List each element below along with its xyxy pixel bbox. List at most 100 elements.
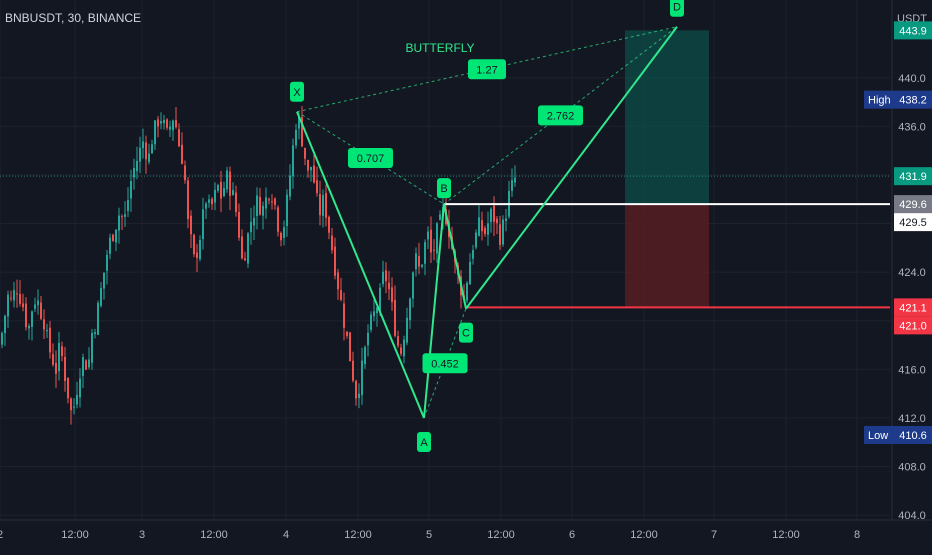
candle-body xyxy=(331,235,333,251)
candle-body xyxy=(73,406,75,408)
candle-body xyxy=(469,261,471,285)
candle-body xyxy=(67,377,69,399)
candle-body xyxy=(364,347,366,365)
candle-body xyxy=(106,254,108,271)
candle-body xyxy=(385,270,387,282)
candle-body xyxy=(289,175,291,197)
candle-body xyxy=(178,129,180,147)
candle-body xyxy=(151,144,153,154)
low-tag-value: 410.6 xyxy=(899,430,927,442)
candle-body xyxy=(343,303,345,328)
candle-body xyxy=(286,194,288,226)
candle-body xyxy=(115,229,117,243)
pattern-labels[interactable]: X A B C D 0.707 0.452 1.27 2.762 xyxy=(290,0,684,452)
ratio-badge[interactable] xyxy=(348,147,393,168)
price-tick: 408.0 xyxy=(898,462,926,474)
candle-body xyxy=(472,250,474,259)
candle-body xyxy=(229,171,231,196)
high-tag-bg xyxy=(864,90,932,109)
candle-body xyxy=(439,214,441,220)
candle-body xyxy=(136,160,138,172)
candle-body xyxy=(490,208,492,222)
candle-body xyxy=(511,180,513,191)
candle-body xyxy=(412,272,414,299)
candle-body xyxy=(346,331,348,336)
candle-body xyxy=(298,116,300,129)
price-levels xyxy=(0,175,890,309)
profit-zone[interactable] xyxy=(625,30,709,205)
candle-body xyxy=(13,290,15,301)
candle-body xyxy=(400,347,402,354)
candle-body xyxy=(7,294,9,317)
candle-body xyxy=(64,356,66,381)
position-box[interactable] xyxy=(625,30,709,308)
candle-body xyxy=(28,325,30,329)
time-tick: 5 xyxy=(426,529,432,541)
low-tag-bg xyxy=(864,425,932,444)
point-badge-A[interactable] xyxy=(417,431,431,452)
point-badge-C[interactable] xyxy=(459,322,473,343)
candle-body xyxy=(265,197,267,209)
ratio-badge[interactable] xyxy=(538,105,583,126)
candle-body xyxy=(340,290,342,300)
pattern-leg-XA[interactable] xyxy=(296,111,425,419)
candle-body xyxy=(52,354,54,365)
candle-body xyxy=(481,220,483,232)
candle-body xyxy=(430,229,432,253)
candle-body xyxy=(421,264,423,267)
loss-zone[interactable] xyxy=(625,204,709,308)
candle-body xyxy=(328,216,330,233)
pattern-leg-AB[interactable] xyxy=(423,204,445,419)
point-badge-B[interactable] xyxy=(437,178,451,199)
candle-body xyxy=(184,165,186,181)
candle-body xyxy=(4,315,6,334)
candle-body xyxy=(247,233,249,264)
pattern-leg-BC[interactable] xyxy=(443,203,467,309)
candle-body xyxy=(43,319,45,330)
price-axis[interactable]: USDT440.0436.0432.0428.0424.0420.0416.04… xyxy=(864,0,932,550)
ratio-label: 1.27 xyxy=(476,64,497,76)
candle-body xyxy=(226,170,228,190)
price-tick: 404.0 xyxy=(898,510,926,522)
point-badge-X[interactable] xyxy=(290,81,304,102)
candle-body xyxy=(193,234,195,255)
symbol-title[interactable]: BNBUSDT, 30, BINANCE xyxy=(5,11,141,25)
entry2-price-tag: 429.5 xyxy=(899,217,927,229)
time-axis[interactable]: 2 12:00 3 12:00 4 12:00 5 12:00 6 12:00 7 12:00 8 xyxy=(0,519,932,550)
point-label-X: X xyxy=(293,87,301,99)
point-label-C: C xyxy=(462,328,470,340)
candle-body xyxy=(85,360,87,370)
candle-body xyxy=(301,117,303,147)
candle-body xyxy=(238,211,240,238)
candle-body xyxy=(262,205,264,216)
candle-body xyxy=(313,165,315,183)
time-tick: 12:00 xyxy=(630,529,658,541)
candle-body xyxy=(124,214,126,217)
candle-body xyxy=(244,258,246,261)
candle-body xyxy=(22,303,24,308)
candle-body xyxy=(82,357,84,376)
pattern-leg-CD[interactable] xyxy=(465,26,678,310)
butterfly-pattern[interactable] xyxy=(296,26,678,419)
candle-body xyxy=(202,209,204,240)
candle-body xyxy=(154,120,156,145)
candle-body xyxy=(139,147,141,162)
candle-body xyxy=(148,153,150,162)
candle-body xyxy=(214,189,216,203)
price-tick: 436.0 xyxy=(898,121,926,133)
point-badge-D[interactable] xyxy=(670,0,684,17)
candle-body xyxy=(61,346,63,357)
candle-body xyxy=(79,378,81,398)
candle-body xyxy=(109,237,111,254)
candle-body xyxy=(256,195,258,217)
ratio-label: 2.762 xyxy=(547,110,575,122)
candle-body xyxy=(496,218,498,224)
ratio-badge[interactable] xyxy=(422,353,468,374)
candle-body xyxy=(433,249,435,251)
time-tick: 4 xyxy=(283,529,289,541)
ratio-badge[interactable] xyxy=(468,59,506,80)
candle-body xyxy=(16,293,18,295)
current-price-tag: 431.9 xyxy=(899,171,927,183)
